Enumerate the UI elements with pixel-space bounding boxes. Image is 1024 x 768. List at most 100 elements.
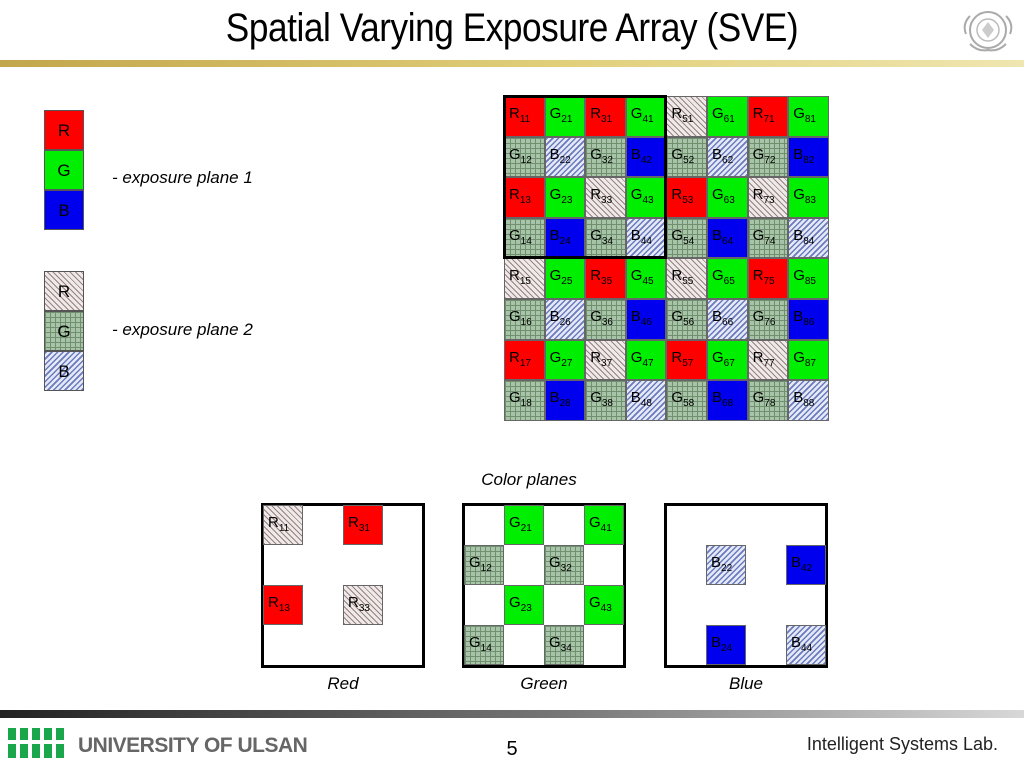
pixel-label: B24 (549, 226, 571, 247)
plane-pixel: B22 (706, 545, 746, 585)
pixel-label: R17 (509, 348, 531, 369)
pixel-label: G54 (671, 226, 695, 247)
pixel-label: R11 (509, 105, 531, 125)
lab-name: Intelligent Systems Lab. (806, 734, 998, 754)
sve-pixel: G14 (504, 217, 545, 259)
sve-pixel: G18 (504, 380, 545, 421)
sve-pixel: G67 (707, 339, 748, 381)
sve-pixel: B42 (625, 136, 667, 178)
plane-pixel: G34 (544, 625, 584, 665)
pixel-label: R15 (509, 267, 531, 288)
pixel-label: G14 (509, 226, 532, 247)
sve-pixel: G32 (585, 136, 626, 178)
plane-label: Green (520, 674, 568, 693)
pixel-label: G41 (630, 105, 654, 125)
sve-pixel: R17 (504, 339, 545, 381)
pixel-label: G32 (549, 554, 572, 574)
sve-pixel: R57 (666, 339, 707, 381)
pixel-label: G23 (549, 186, 573, 207)
pixel-label: R33 (590, 186, 613, 207)
pixel-label: B22 (711, 554, 733, 574)
pixel-label: G83 (793, 186, 816, 207)
sve-pixel: B66 (707, 299, 748, 340)
pixel-label: G41 (589, 514, 612, 534)
sve-pixel: R71 (747, 96, 789, 137)
sve-pixel: G21 (544, 96, 586, 137)
sve-pixel: R77 (747, 339, 789, 381)
pixel-label: G76 (752, 308, 776, 328)
pixel-label: G78 (752, 389, 776, 410)
pixel-label: G52 (671, 145, 695, 166)
sve-pixel: B24 (544, 217, 586, 259)
sve-pixel: G78 (747, 380, 789, 421)
plane-pixel: G21 (504, 505, 544, 545)
pixel-label: G87 (793, 348, 816, 369)
pixel-label: R31 (590, 105, 613, 125)
legend-cell-red: R (44, 110, 84, 150)
pixel-label: R53 (671, 186, 694, 207)
pixel-label: B82 (793, 145, 815, 166)
pixel-label: G12 (509, 145, 532, 166)
page-number: 5 (506, 738, 518, 760)
pixel-label: G61 (712, 105, 735, 125)
sve-pixel: G85 (788, 258, 829, 299)
pixel-label: G34 (549, 634, 572, 654)
plane-pixel: R11 (263, 505, 303, 545)
sve-pixel: G34 (585, 217, 626, 259)
sve-pixel: G72 (747, 136, 789, 178)
sve-pixel: G61 (707, 96, 748, 137)
pixel-label: B68 (712, 389, 734, 410)
plane-pixel: B24 (706, 625, 746, 665)
pixel-label: R73 (752, 186, 775, 207)
pixel-label: G56 (671, 308, 695, 328)
plane-label: Blue (728, 674, 764, 693)
sve-pixel: B84 (788, 217, 829, 259)
pixel-label: R77 (752, 348, 775, 369)
pixel-label: B44 (630, 226, 652, 247)
pixel-label: G47 (630, 348, 654, 369)
pixel-label: G38 (590, 389, 613, 410)
pixel-label: G45 (630, 267, 654, 288)
pixel-label: G65 (712, 267, 735, 288)
color-planes-caption: Color planes (481, 470, 577, 489)
pixel-label: B42 (791, 554, 813, 574)
sve-pixel: G36 (585, 299, 626, 340)
sve-pixel: G23 (544, 177, 586, 218)
sve-pixel: G16 (504, 299, 545, 340)
sve-pixel: G83 (788, 177, 829, 218)
sve-pixel: G45 (625, 258, 667, 299)
sve-pixel: B22 (544, 136, 586, 178)
sve-pixel: G74 (747, 217, 789, 259)
pixel-label: G81 (793, 105, 816, 125)
pixel-label: R33 (348, 594, 370, 614)
pixel-label: G23 (509, 594, 532, 614)
title-divider (0, 60, 1024, 67)
slide-title: Spatial Varying Exposure Array (SVE) (225, 6, 799, 50)
pixel-label: G36 (590, 308, 613, 328)
legend-cell-blue: B (44, 351, 84, 391)
sve-pixel: G54 (666, 217, 707, 259)
sve-pixel: B28 (544, 380, 586, 421)
sve-pixel: R53 (666, 177, 707, 218)
sve-pixel: R11 (504, 96, 545, 137)
pixel-label: G43 (630, 186, 654, 207)
sve-pixel: B86 (788, 299, 829, 340)
pixel-label: G67 (712, 348, 735, 369)
sve-pixel: B44 (625, 217, 667, 259)
sve-pixel: G52 (666, 136, 707, 178)
pixel-label: G18 (509, 389, 532, 410)
plane-pixel: B44 (786, 625, 826, 665)
pixel-label: B88 (793, 389, 815, 410)
sve-pixel: R15 (504, 258, 545, 299)
sve-pixel: B46 (625, 299, 667, 340)
legend-label: - exposure plane 1 (112, 168, 253, 187)
sve-pixel: R37 (585, 339, 626, 381)
plane-pixel: G23 (504, 585, 544, 625)
pixel-label: G21 (509, 514, 532, 534)
sve-pixel: R73 (747, 177, 789, 218)
sve-pixel: R13 (504, 177, 545, 218)
sve-pixel: G47 (625, 339, 667, 381)
pixel-label: B28 (549, 389, 571, 410)
sve-pixel: G76 (747, 299, 789, 340)
pixel-label: R71 (752, 105, 775, 125)
